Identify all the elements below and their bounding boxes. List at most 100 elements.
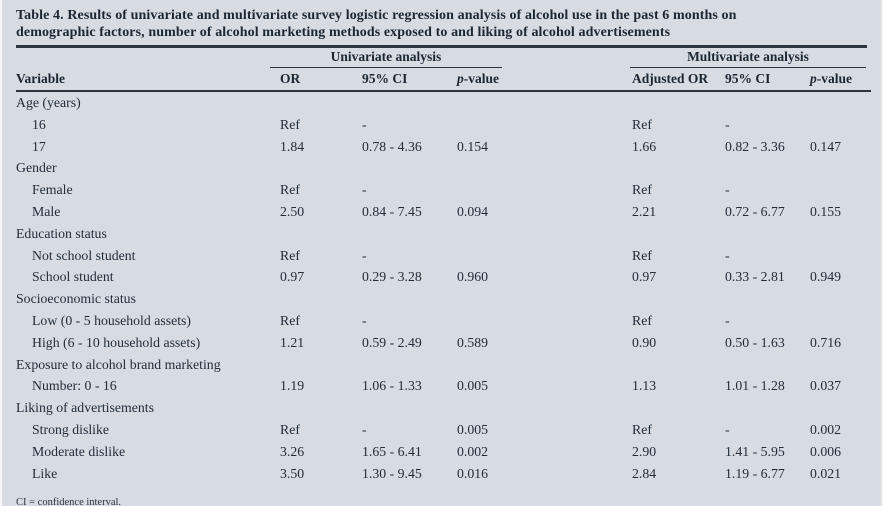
- table-footnote: CI = confidence interval.: [16, 497, 122, 506]
- value-cell: 1.84: [280, 138, 305, 154]
- table-row: 16 Ref - Ref -: [16, 114, 871, 136]
- value-cell: Ref: [632, 247, 652, 263]
- value-cell: [280, 223, 362, 245]
- value-cell: [810, 179, 871, 201]
- table-row: Moderate dislike 3.26 1.65 - 6.41 0.002 2.90…: [16, 441, 871, 463]
- table-row: Like 3.50 1.30 - 9.45 0.016 2.84 1.19 - 6.77 0…: [16, 463, 871, 485]
- value-cell: -: [362, 116, 367, 132]
- column-header-ci-multivariate: 95% CI: [725, 68, 810, 92]
- value-cell: 2.50: [280, 203, 305, 219]
- group-header-empty: [16, 48, 280, 68]
- row-label: Gender: [16, 160, 57, 176]
- value-cell: 0.005: [457, 378, 489, 394]
- value-cell: 0.90: [632, 334, 657, 350]
- value-cell: 2.21: [632, 203, 657, 219]
- column-gap: [545, 157, 632, 179]
- table-row: Low (0 - 5 household assets) Ref - Ref -: [16, 310, 871, 332]
- value-cell: [362, 157, 457, 179]
- value-cell: 0.78 - 4.36: [362, 138, 422, 154]
- column-gap: [545, 354, 632, 376]
- value-cell: Ref: [280, 182, 300, 198]
- column-header-pvalue-multivariate: p-value: [810, 68, 871, 92]
- value-cell: Ref: [280, 421, 300, 437]
- value-cell: 0.97: [632, 269, 657, 285]
- group-header-row: Univariate analysis Multivariate analysi…: [16, 48, 871, 68]
- column-gap: [545, 375, 632, 397]
- value-cell: Ref: [280, 116, 300, 132]
- value-cell: [457, 179, 545, 201]
- value-cell: [457, 91, 545, 114]
- table-row: School student 0.97 0.29 - 3.28 0.960 0.97 0.…: [16, 266, 871, 288]
- value-cell: 0.154: [457, 138, 489, 154]
- column-header-ci-univariate: 95% CI: [362, 68, 457, 92]
- row-label: Liking of advertisements: [16, 400, 154, 416]
- value-cell: 2.84: [632, 465, 657, 481]
- value-cell: [810, 354, 871, 376]
- value-cell: [280, 354, 362, 376]
- row-label: Exposure to alcohol brand marketing: [16, 356, 221, 372]
- value-cell: 0.155: [810, 203, 842, 219]
- table-row: Exposure to alcohol brand marketing: [16, 354, 871, 376]
- column-gap: [545, 91, 632, 114]
- value-cell: [457, 245, 545, 267]
- column-gap: [545, 223, 632, 245]
- row-label: Number: 0 - 16: [32, 378, 117, 394]
- value-cell: 0.147: [810, 138, 842, 154]
- table-body: Age (years) 16 Ref - Ref - 17 1.84 0.78 - 4.36 0.…: [16, 91, 871, 484]
- value-cell: [362, 288, 457, 310]
- value-cell: [457, 354, 545, 376]
- column-gap: [545, 397, 632, 419]
- column-gap: [545, 463, 632, 485]
- value-cell: [725, 157, 810, 179]
- column-gap: [545, 288, 632, 310]
- row-label: Strong dislike: [32, 421, 110, 437]
- value-cell: 0.84 - 7.45: [362, 203, 422, 219]
- table-row: Strong dislike Ref - 0.005 Ref - 0.002: [16, 419, 871, 441]
- row-label: Education status: [16, 225, 107, 241]
- value-cell: 1.30 - 9.45: [362, 465, 422, 481]
- value-cell: 1.65 - 6.41: [362, 443, 422, 459]
- value-cell: [810, 245, 871, 267]
- value-cell: Ref: [632, 421, 652, 437]
- value-cell: -: [725, 182, 730, 198]
- value-cell: -: [362, 247, 367, 263]
- column-gap: [545, 68, 632, 92]
- table-row: Education status: [16, 223, 871, 245]
- column-gap: [545, 136, 632, 158]
- value-cell: Ref: [280, 247, 300, 263]
- table-row: Liking of advertisements: [16, 397, 871, 419]
- column-gap: [545, 419, 632, 441]
- column-gap: [545, 201, 632, 223]
- column-header-pvalue-univariate: p-value: [457, 68, 545, 92]
- value-cell: 0.960: [457, 269, 489, 285]
- value-cell: -: [362, 312, 367, 328]
- group-header-multivariate: Multivariate analysis: [630, 49, 866, 68]
- value-cell: [280, 397, 362, 419]
- table-row: Female Ref - Ref -: [16, 179, 871, 201]
- table-row: Not school student Ref - Ref -: [16, 245, 871, 267]
- value-cell: -: [725, 247, 730, 263]
- table-row: Gender: [16, 157, 871, 179]
- value-cell: 2.90: [632, 443, 657, 459]
- column-header-adjusted-or: Adjusted OR: [632, 68, 725, 92]
- value-cell: [362, 223, 457, 245]
- row-label: Like: [32, 465, 58, 481]
- value-cell: -: [362, 182, 367, 198]
- row-label: Not school student: [32, 247, 136, 263]
- value-cell: [632, 397, 725, 419]
- regression-table: Univariate analysis Multivariate analysi…: [16, 48, 871, 484]
- column-header-row: Variable OR 95% CI p-value Adjusted OR 9…: [16, 68, 871, 92]
- table-row: High (6 - 10 household assets) 1.21 0.59 -…: [16, 332, 871, 354]
- value-cell: 1.19: [280, 378, 305, 394]
- table-row: Number: 0 - 16 1.19 1.06 - 1.33 0.005 1.13 1.…: [16, 375, 871, 397]
- column-gap: [545, 441, 632, 463]
- value-cell: 1.41 - 5.95: [725, 443, 785, 459]
- value-cell: [457, 310, 545, 332]
- value-cell: [457, 114, 545, 136]
- value-cell: [725, 91, 810, 114]
- value-cell: [632, 223, 725, 245]
- row-label: School student: [32, 269, 114, 285]
- value-cell: [810, 310, 871, 332]
- value-cell: 1.01 - 1.28: [725, 378, 785, 394]
